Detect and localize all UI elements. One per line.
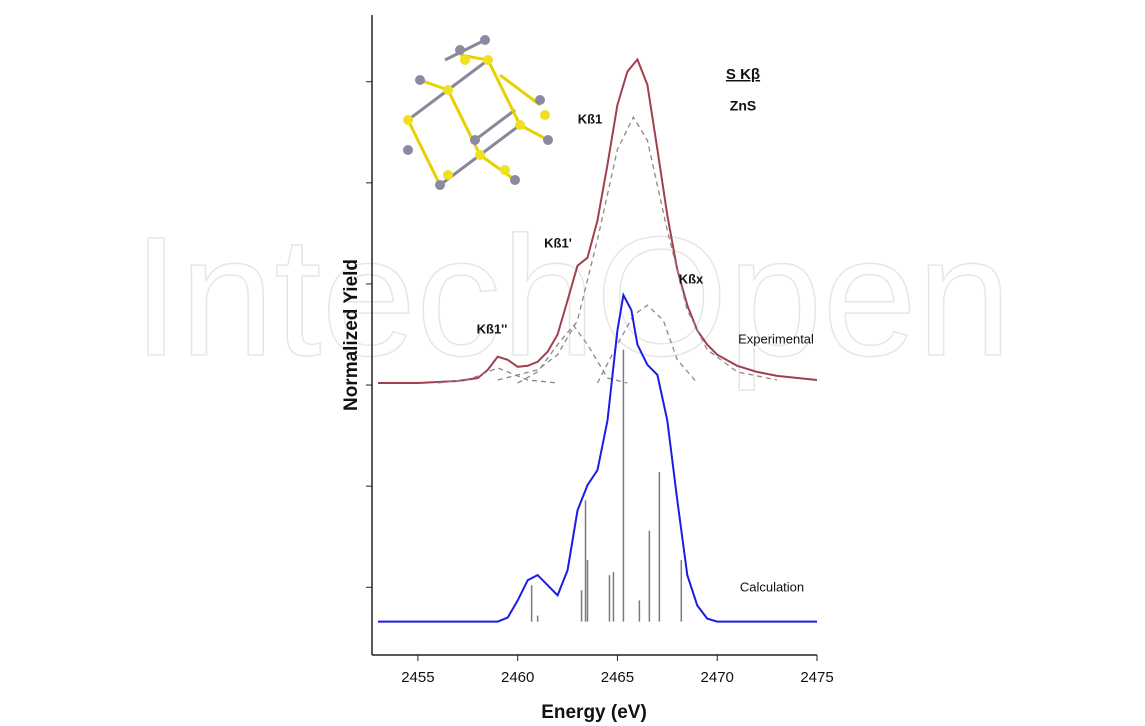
series-label: Calculation xyxy=(740,579,804,594)
peak-label: Kßx xyxy=(679,271,704,286)
x-tick-label: 2475 xyxy=(800,669,833,686)
x-tick-label: 2470 xyxy=(701,669,734,686)
peak-label: Kß1'' xyxy=(477,321,508,336)
chart: IntechOpen Energy (eV) Normalized Yield … xyxy=(0,0,1145,726)
series-label: Experimental xyxy=(738,331,814,346)
chart-subtitle: ZnS xyxy=(730,98,756,114)
x-axis-label: Energy (eV) xyxy=(541,702,647,723)
peak-label: Kß1 xyxy=(578,111,603,126)
crystal-structure xyxy=(403,35,553,190)
x-tick-label: 2455 xyxy=(401,669,434,686)
x-tick-label: 2465 xyxy=(601,669,634,686)
chart-title: S Kβ xyxy=(726,66,760,83)
x-tick-label: 2460 xyxy=(501,669,534,686)
watermark: IntechOpen xyxy=(133,202,1012,392)
y-axis-label: Normalized Yield xyxy=(341,259,362,411)
peak-label: Kß1' xyxy=(544,235,572,250)
